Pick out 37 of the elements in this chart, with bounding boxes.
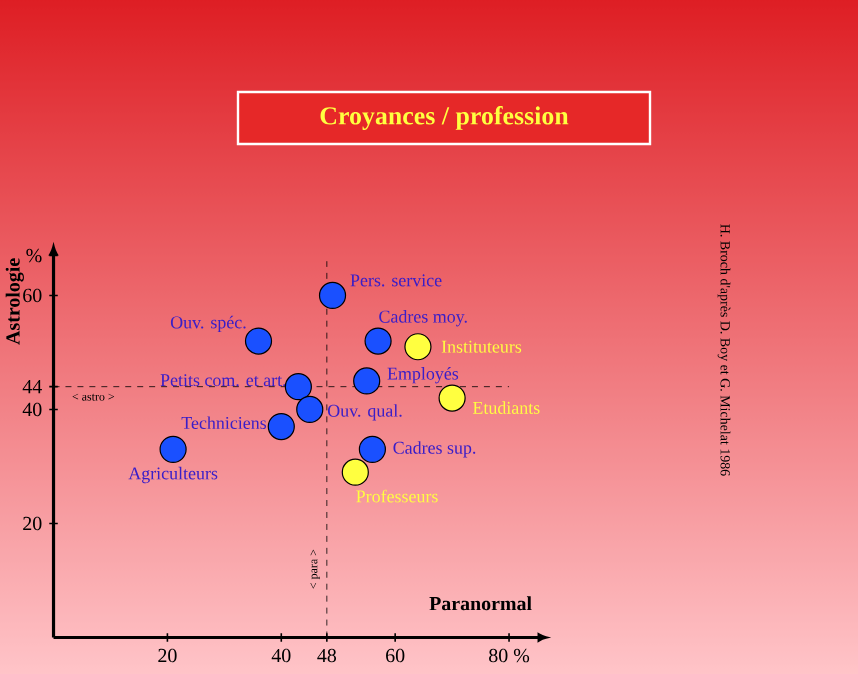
annotation: Employés bbox=[387, 367, 459, 384]
point bbox=[267, 412, 295, 441]
annotation: Professeurs bbox=[356, 489, 438, 503]
point bbox=[358, 435, 386, 463]
point bbox=[159, 435, 187, 463]
y-tick-label: 20 bbox=[23, 516, 42, 531]
point bbox=[318, 281, 347, 310]
chart-title: Croyances / profession bbox=[320, 106, 569, 130]
point bbox=[284, 373, 312, 401]
annotation: Techniciens bbox=[181, 416, 267, 430]
point bbox=[404, 333, 432, 361]
point bbox=[438, 384, 466, 412]
y-tick-label: 44 bbox=[22, 380, 42, 394]
y-tick-label: 40 bbox=[22, 402, 42, 417]
x-tick-label: 48 bbox=[317, 648, 337, 663]
point bbox=[353, 367, 381, 395]
point bbox=[341, 458, 369, 486]
annotation: Petits com. et art. bbox=[160, 374, 286, 387]
annotation: Pers. service bbox=[350, 274, 442, 287]
annotation: Etudiants bbox=[472, 401, 540, 414]
annotation: Ouv. qual. bbox=[327, 404, 402, 421]
x-axis-title: Paranormal bbox=[429, 596, 532, 611]
annotation: Cadres sup. bbox=[393, 441, 476, 458]
x-tick-label: 80 % bbox=[489, 648, 530, 663]
annotation: Ouv. spéc. bbox=[170, 315, 246, 333]
annotation: Cadres moy. bbox=[379, 310, 467, 327]
y-axis-title: Astrologie bbox=[5, 258, 24, 345]
point bbox=[296, 395, 324, 424]
x-tick-label: 40 bbox=[271, 648, 291, 663]
y-tick-label: 60 bbox=[23, 288, 42, 303]
annotation: Agriculteurs bbox=[128, 466, 218, 484]
annotation: Instituteurs bbox=[441, 340, 522, 353]
y-tick-label: % bbox=[26, 248, 42, 263]
point bbox=[244, 327, 273, 355]
x-tick-label: 20 bbox=[158, 648, 177, 663]
point bbox=[364, 327, 392, 355]
x-tick-label: 60 bbox=[386, 648, 405, 663]
